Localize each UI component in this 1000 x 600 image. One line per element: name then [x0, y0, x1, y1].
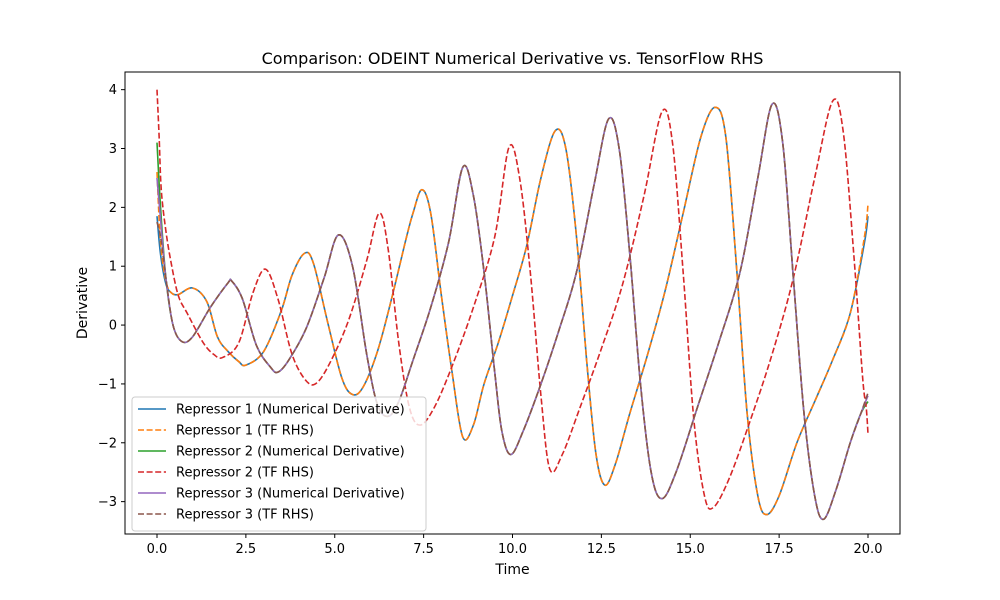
y-tick-label: −1	[98, 377, 117, 392]
x-axis-label: Time	[494, 562, 529, 578]
legend-entry-label: Repressor 2 (Numerical Derivative)	[176, 445, 405, 460]
y-tick-label: 2	[109, 201, 117, 216]
y-tick-label: 4	[109, 83, 117, 98]
series-line-4	[156, 89, 869, 510]
legend-entry-label: Repressor 3 (Numerical Derivative)	[176, 487, 405, 502]
legend-entry-label: Repressor 1 (TF RHS)	[176, 424, 314, 439]
x-tick-label: 0.0	[147, 542, 168, 557]
legend-entry-label: Repressor 2 (TF RHS)	[176, 466, 314, 481]
x-tick-label: 20.0	[854, 542, 883, 557]
y-tick-label: 1	[109, 260, 117, 275]
y-tick-label: 3	[109, 142, 117, 157]
x-tick-label: 2.5	[236, 542, 257, 557]
x-tick-label: 15.0	[676, 542, 705, 557]
x-tick-label: 5.0	[324, 542, 345, 557]
y-tick-label: −3	[98, 495, 117, 510]
x-tick-label: 12.5	[587, 542, 616, 557]
legend-entry-label: Repressor 1 (Numerical Derivative)	[176, 403, 405, 418]
series-layer	[156, 89, 869, 521]
y-axis-label: Derivative	[75, 267, 91, 339]
series-line-6	[156, 102, 869, 521]
y-tick-label: 0	[109, 319, 117, 334]
legend: Repressor 1 (Numerical Derivative) Repres…	[131, 396, 427, 532]
x-tick-label: 17.5	[765, 542, 794, 557]
y-tick-label: −2	[98, 436, 117, 451]
chart-title: Comparison: ODEINT Numerical Derivative …	[262, 49, 764, 68]
legend-entry-label: Repressor 3 (TF RHS)	[176, 508, 314, 523]
x-axis: 0.0 2.5 5.0 7.5 10.0 12.5 15.0 17.5 20.0	[147, 534, 883, 557]
y-axis: −3 −2 −1 0 1 2 3 4	[98, 83, 125, 510]
legend-box	[131, 396, 427, 532]
series-line-2	[156, 106, 869, 516]
x-tick-label: 7.5	[413, 542, 434, 557]
x-tick-label: 10.0	[498, 542, 527, 557]
